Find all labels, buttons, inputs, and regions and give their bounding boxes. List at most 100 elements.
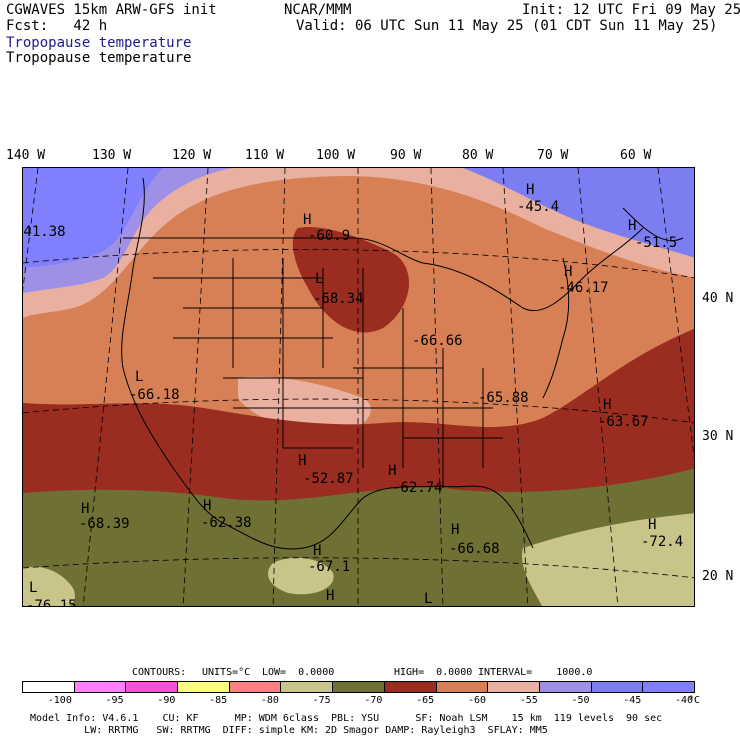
colorbar-tick-label: -70 bbox=[364, 695, 383, 706]
map-annotation-type: H bbox=[203, 498, 211, 514]
map-annotation-type: H bbox=[564, 264, 572, 280]
colorbar-tick-label: -90 bbox=[157, 695, 176, 706]
field-fill-khaki-sw bbox=[23, 566, 75, 606]
map-annotation-value: -66.68 bbox=[449, 541, 500, 557]
colorbar-swatch bbox=[591, 682, 644, 692]
colorbar-swatch bbox=[281, 682, 334, 692]
map-annotation-type: H bbox=[298, 453, 306, 469]
map-annotation-type: H bbox=[603, 397, 611, 413]
field-fill-blue-nw bbox=[23, 168, 163, 268]
colorbar-tick-label: -80 bbox=[260, 695, 279, 706]
tropopause-temperature-map: H -45.4 H -60.9 -41.38 H -51.5 L -68.34 … bbox=[22, 167, 695, 607]
map-annotation-value: -63.67 bbox=[598, 414, 649, 430]
map-annotation-value: -67.1 bbox=[308, 559, 350, 575]
lat-label: 20 N bbox=[702, 569, 734, 584]
init-time: Init: 12 UTC Fri 09 May 25 bbox=[522, 2, 740, 18]
map-annotation-value: -60.9 bbox=[308, 228, 350, 244]
colorbar-swatch bbox=[333, 682, 385, 692]
colorbar bbox=[22, 681, 695, 693]
colorbar-tick-label: -95 bbox=[105, 695, 124, 706]
field-fill-light-pink bbox=[23, 168, 694, 318]
field-fill-core-north bbox=[292, 227, 410, 333]
map-annotation-type: H bbox=[628, 218, 636, 234]
colorbar-swatch bbox=[643, 682, 694, 692]
colorbar-swatch bbox=[384, 682, 437, 692]
colorbar-unit: °C bbox=[688, 695, 701, 706]
interval-label: INTERVAL= 1000.0 bbox=[478, 667, 593, 678]
contours-label: CONTOURS: bbox=[132, 667, 187, 678]
colorbar-tick-label: -45 bbox=[623, 695, 642, 706]
high-label: HIGH= 0.0000 bbox=[394, 667, 473, 678]
graticule bbox=[23, 168, 694, 606]
colorbar-tick-label: -100 bbox=[47, 695, 72, 706]
political-boundaries bbox=[121, 177, 684, 550]
model-title: CGWAVES 15km ARW-GFS init bbox=[6, 2, 217, 18]
colorbar-swatch bbox=[488, 682, 540, 692]
map-annotation-type: H bbox=[526, 182, 534, 198]
field-title-blue: Tropopause temperature bbox=[6, 35, 192, 51]
map-annotation-value: -66.18 bbox=[129, 387, 180, 403]
map-annotation-type: L bbox=[135, 369, 143, 385]
lon-label: 140 W bbox=[6, 148, 46, 163]
map-annotation-value: -66.66 bbox=[412, 333, 463, 349]
map-annotation-value: -68.34 bbox=[313, 291, 364, 307]
map-annotation-value: -46.17 bbox=[558, 280, 609, 296]
colorbar-tick-label: -55 bbox=[519, 695, 538, 706]
colorbar-tick-label: -85 bbox=[209, 695, 228, 706]
units-label: UNITS=°C bbox=[202, 667, 251, 678]
colorbar-tick-label: -50 bbox=[571, 695, 590, 706]
lon-label: 120 W bbox=[172, 148, 212, 163]
map-annotation-type: H bbox=[81, 501, 89, 517]
map-annotation-value: -72.4 bbox=[641, 534, 683, 550]
map-annotation-type: H bbox=[313, 543, 321, 559]
map-annotation-type: L bbox=[424, 591, 432, 607]
map-annotation-value: -51.5 bbox=[635, 235, 677, 251]
colorbar-tick-label: -65 bbox=[416, 695, 435, 706]
map-annotation-value: -62.74 bbox=[392, 480, 443, 496]
colorbar-swatch bbox=[436, 682, 489, 692]
map-annotation-type: L bbox=[315, 271, 323, 287]
colorbar-swatch bbox=[23, 682, 75, 692]
lon-label: 100 W bbox=[316, 148, 356, 163]
model-info-line-1: Model Info: V4.6.1 CU: KF MP: WDM 6class… bbox=[30, 713, 663, 724]
map-annotation-type: H bbox=[451, 522, 459, 538]
map-annotation-value: -68.39 bbox=[79, 516, 130, 532]
map-annotation-type: L bbox=[29, 580, 37, 596]
colorbar-tick-label: -60 bbox=[467, 695, 486, 706]
map-annotation-value: -45.4 bbox=[517, 199, 559, 215]
colorbar-tick-label: -75 bbox=[312, 695, 331, 706]
map-canvas: H -45.4 H -60.9 -41.38 H -51.5 L -68.34 … bbox=[23, 168, 694, 607]
valid-time: Valid: 06 UTC Sun 11 May 25 (01 CDT Sun … bbox=[296, 18, 718, 34]
lon-label: 80 W bbox=[462, 148, 494, 163]
map-annotation-type: H bbox=[388, 463, 396, 479]
annotation-group: H -45.4 H -60.9 -41.38 H -51.5 L -68.34 … bbox=[23, 182, 683, 607]
map-annotation-value: -52.87 bbox=[303, 471, 354, 487]
field-fill-khaki-se bbox=[522, 513, 694, 606]
map-annotation-value: -62.38 bbox=[201, 515, 252, 531]
field-fill-dark-red-south bbox=[23, 338, 694, 501]
model-info-line-2: LW: RRTMG SW: RRTMG DIFF: simple KM: 2D … bbox=[30, 725, 548, 736]
lon-label: 70 W bbox=[537, 148, 569, 163]
colorbar-tick-label: -40 bbox=[675, 695, 694, 706]
colorbar-swatch bbox=[539, 682, 592, 692]
field-fill-blue-ne bbox=[23, 168, 694, 258]
map-annotation-value: -76.15 bbox=[26, 598, 77, 607]
map-annotation-type: H bbox=[326, 588, 334, 604]
low-label: LOW= 0.0000 bbox=[262, 667, 335, 678]
colorbar-swatch bbox=[178, 682, 230, 692]
map-annotation-value: -65.88 bbox=[478, 390, 529, 406]
colorbar-swatch bbox=[126, 682, 179, 692]
lat-label: 30 N bbox=[702, 429, 734, 444]
lon-label: 130 W bbox=[92, 148, 132, 163]
lat-label: 40 N bbox=[702, 291, 734, 306]
organization-label: NCAR/MMM bbox=[284, 2, 352, 18]
colorbar-swatch bbox=[229, 682, 282, 692]
lon-label: 90 W bbox=[390, 148, 422, 163]
field-fill-khaki-mid bbox=[268, 557, 334, 595]
map-annotation-type: H bbox=[648, 517, 656, 533]
field-title-black: Tropopause temperature bbox=[6, 50, 192, 66]
lon-label: 60 W bbox=[620, 148, 652, 163]
map-annotation-value: -41.38 bbox=[23, 224, 66, 240]
lon-label: 110 W bbox=[245, 148, 285, 163]
colorbar-swatch bbox=[74, 682, 127, 692]
